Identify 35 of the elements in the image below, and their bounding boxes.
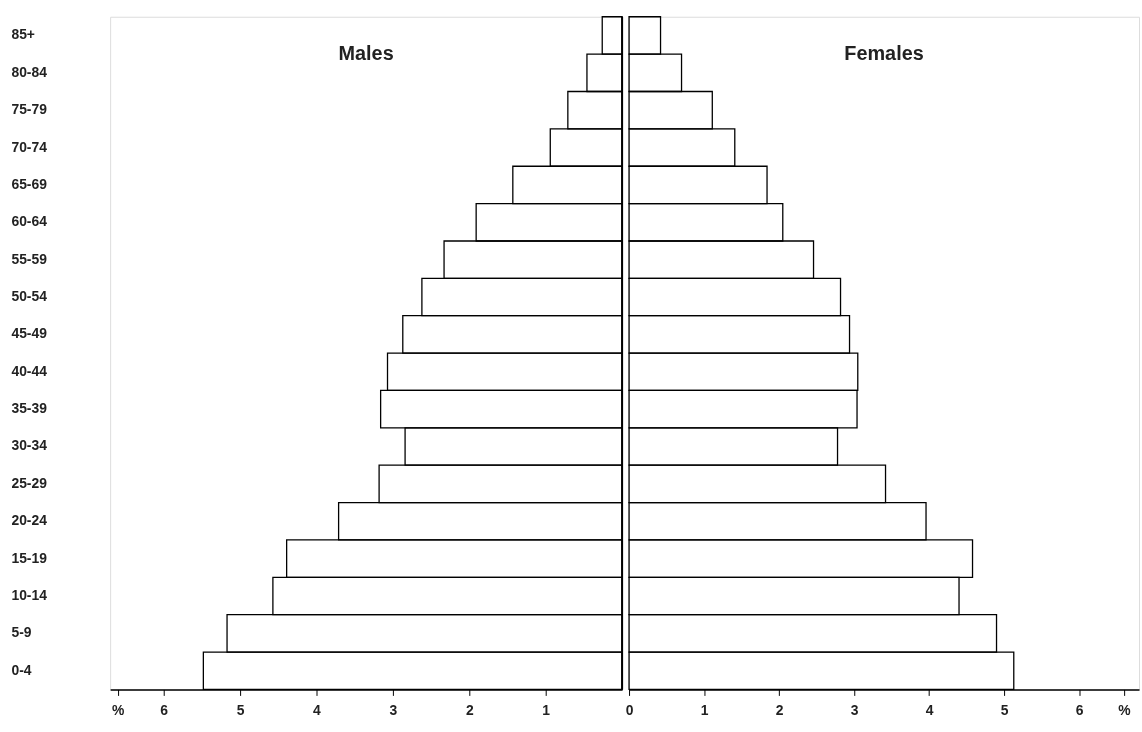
y-tick-label: 5-9 <box>11 624 32 641</box>
x-tick-label: 2 <box>465 701 474 718</box>
y-tick-label: 20-24 <box>11 512 48 529</box>
y-tick-label: 85+ <box>11 26 35 43</box>
x-tick-label: 4 <box>313 701 322 718</box>
y-tick-label: 80-84 <box>11 63 48 80</box>
x-tick-label: 6 <box>160 701 169 718</box>
x-tick-label: 5 <box>236 701 245 718</box>
text: Females <box>844 41 924 64</box>
y-tick-label: 30-34 <box>11 437 48 454</box>
text: Males <box>338 41 394 64</box>
x-tick-label: 1 <box>700 701 709 718</box>
x-tick-label: 3 <box>389 701 398 718</box>
x-tick-label: 6 <box>1075 701 1084 718</box>
x-tick-label: 0 <box>625 701 634 718</box>
x-tick-label: % <box>112 701 125 718</box>
y-tick-label: 65-69 <box>11 175 48 192</box>
x-tick-label: 4 <box>925 701 934 718</box>
y-tick-label: 25-29 <box>11 474 48 491</box>
y-tick-label: 50-54 <box>11 288 48 305</box>
y-tick-label: 10-14 <box>11 586 48 603</box>
y-tick-label: 0-4 <box>11 661 32 678</box>
x-tick-label: 3 <box>850 701 859 718</box>
y-tick-label: 35-39 <box>11 400 48 417</box>
y-tick-label: 60-64 <box>11 213 48 230</box>
y-tick-label: 45-49 <box>11 325 48 342</box>
y-tick-label: 70-74 <box>11 138 48 155</box>
y-tick-label: 40-44 <box>11 362 48 379</box>
x-tick-label: 2 <box>775 701 784 718</box>
y-tick-label: 15-19 <box>11 549 48 566</box>
y-tick-label: 55-59 <box>11 250 48 267</box>
x-tick-label: 1 <box>542 701 551 718</box>
y-tick-label: 75-79 <box>11 101 48 118</box>
x-tick-label: 5 <box>1000 701 1009 718</box>
x-tick-label: % <box>1118 701 1131 718</box>
